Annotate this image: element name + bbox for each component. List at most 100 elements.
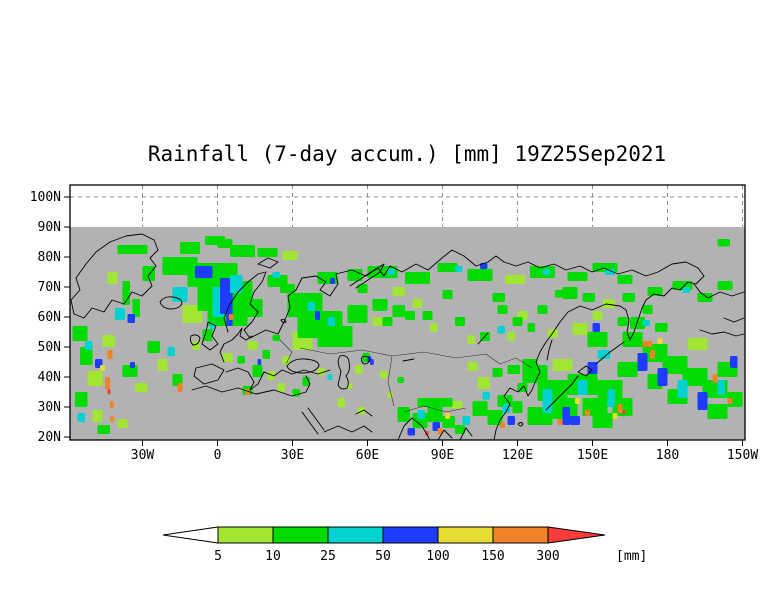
- precip-cell: [107, 389, 111, 395]
- precip-cell: [582, 293, 595, 302]
- precip-cell: [87, 371, 103, 386]
- precip-cell: [500, 422, 505, 428]
- precip-cell: [537, 305, 548, 314]
- precip-cell: [422, 311, 433, 320]
- legend-level-label: 10: [265, 549, 281, 564]
- precip-cell: [280, 284, 295, 293]
- precip-cell: [347, 383, 353, 389]
- legend-level-label: 5: [214, 549, 222, 564]
- precip-cell: [267, 371, 275, 380]
- precip-cell: [682, 368, 708, 386]
- precip-cell: [397, 377, 404, 383]
- precip-cell: [257, 359, 262, 365]
- lon-axis-label: 60E: [356, 448, 379, 463]
- lat-axis-label: 90N: [38, 220, 61, 235]
- precip-cell: [405, 311, 415, 320]
- precip-cell: [382, 317, 393, 326]
- coastline-scandinavia: [223, 271, 331, 339]
- precip-cell: [117, 245, 148, 254]
- precip-cell: [467, 269, 493, 281]
- precip-cell: [107, 272, 118, 284]
- precip-cell: [407, 428, 415, 436]
- precip-cell: [75, 392, 88, 407]
- precip-cell: [592, 413, 613, 428]
- coastline-west-europe: [219, 327, 253, 363]
- legend-level-label: 150: [481, 549, 504, 564]
- precip-cell: [347, 269, 363, 281]
- coastline-sakhalin: [546, 339, 553, 361]
- precip-cell: [387, 392, 393, 398]
- precip-cell: [85, 341, 93, 350]
- precip-cell: [617, 317, 628, 326]
- precip-cell: [202, 329, 213, 341]
- border-lines: [279, 339, 533, 413]
- precip-cell: [195, 266, 213, 278]
- precip-cell: [437, 428, 443, 434]
- precip-cell: [277, 383, 285, 392]
- precip-cell: [327, 317, 335, 326]
- precip-cell: [630, 317, 645, 329]
- precip-cell: [717, 380, 725, 395]
- precip-cell: [592, 323, 600, 332]
- precip-cell: [262, 350, 270, 359]
- coastline-mediterranean: [191, 363, 331, 397]
- precip-cell: [252, 365, 263, 377]
- lat-axis-label: 20N: [38, 430, 61, 445]
- lat-axis-label: 50N: [38, 340, 61, 355]
- precip-cell: [355, 365, 363, 374]
- precip-cell: [330, 278, 335, 284]
- precip-cell: [642, 305, 653, 314]
- precip-cell: [472, 401, 488, 416]
- precip-cell: [602, 299, 615, 308]
- precip-cell: [642, 341, 653, 347]
- coastline-japan: [545, 365, 593, 411]
- precip-cell: [347, 305, 368, 323]
- precip-cell: [412, 299, 423, 308]
- precip-cell: [542, 389, 553, 413]
- precip-cell: [597, 350, 610, 359]
- precip-cell: [130, 362, 135, 368]
- precip-cell: [445, 413, 450, 419]
- precip-cell: [427, 407, 443, 422]
- lon-axis-label: 90E: [431, 448, 454, 463]
- precip-cell: [562, 287, 578, 299]
- coastline-india: [397, 417, 473, 440]
- precip-cell: [315, 311, 320, 320]
- precip-cell: [217, 239, 233, 248]
- precip-shading: [72, 236, 743, 436]
- legend-swatch: [492, 526, 549, 544]
- legend-level-label: 50: [375, 549, 391, 564]
- precip-cell: [507, 416, 515, 425]
- precip-cell: [77, 413, 85, 422]
- precip-cell: [370, 359, 374, 365]
- precip-cell: [272, 335, 280, 341]
- precip-cell: [180, 242, 200, 254]
- legend-swatch: [217, 526, 274, 544]
- precip-cell: [570, 416, 580, 425]
- precip-cell: [482, 392, 490, 400]
- colorbar-legend: 5 10 25 50 100 150 300 [mm]: [162, 526, 647, 564]
- precip-cell: [657, 338, 663, 344]
- precip-cell: [132, 299, 140, 317]
- precip-cell: [357, 407, 365, 415]
- precip-cell: [167, 347, 175, 356]
- precip-cell: [650, 350, 655, 359]
- precip-cell: [642, 320, 650, 326]
- precip-cell: [567, 272, 588, 281]
- precip-cell: [622, 410, 626, 415]
- coastline-kurils: [595, 341, 625, 365]
- precip-cell: [122, 281, 130, 305]
- precip-cell: [237, 356, 245, 364]
- lat-axis-label: 100N: [30, 190, 61, 205]
- precip-cell: [372, 317, 383, 326]
- precip-cell: [392, 287, 405, 296]
- coastline-novaya-zemlya: [349, 263, 385, 289]
- chart-title: Rainfall (7-day accum.) [mm] 19Z25Sep202…: [148, 142, 666, 166]
- precip-cell: [337, 398, 345, 407]
- precip-cell: [142, 266, 155, 281]
- coastline-greenland: [70, 233, 159, 319]
- coastline-alaska: [693, 283, 745, 337]
- precip-cell: [157, 359, 168, 371]
- precip-cell: [417, 410, 425, 419]
